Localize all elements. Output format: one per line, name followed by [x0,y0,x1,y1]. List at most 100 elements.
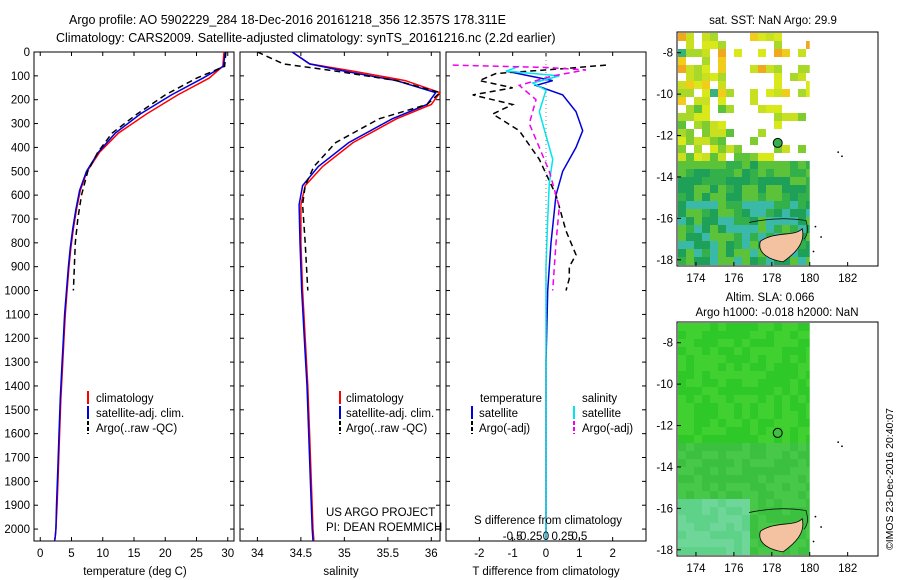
map-cell [694,49,702,57]
map-cell [678,225,686,233]
map-cell [686,177,694,185]
map-cell [726,355,734,363]
map-cell [734,249,742,257]
map-cell [766,547,774,555]
map-cell [734,257,742,265]
map-cell [766,177,774,185]
map-cell [774,499,782,507]
map-cell [774,475,782,483]
map-cell [734,145,742,153]
map-cell [686,467,694,475]
map-cell [774,379,782,387]
y-tick-label: -8 [663,48,673,60]
map-cell [694,185,702,193]
land-shape [759,517,804,553]
s-tick-label: -0.5 [503,531,523,543]
sst-map-panel: 174 176 178 180 182 -8 -10 -12 -14 -16 -18 [656,31,879,285]
map-cell [742,531,750,539]
map-cell [734,419,742,427]
map-cell [710,347,718,355]
map-cell [702,427,710,435]
x-tick-label: 2 [609,548,615,560]
map-cell [694,153,702,161]
map-cell [798,475,806,483]
map-cell [678,547,686,555]
map-cell [782,459,790,467]
map-cell [718,177,726,185]
map-cell [766,483,774,491]
map-cell [686,217,694,225]
map-cell [718,193,726,201]
map-cell [798,499,806,507]
map-cell [750,257,758,265]
map-cell [774,161,782,169]
map-cell [702,89,710,97]
map-cell [694,137,702,145]
map-cell [806,483,810,491]
map-cell [806,89,810,97]
map-cell [702,257,710,265]
map-cell [710,387,718,395]
map-cell [702,419,710,427]
map-cell [758,209,766,217]
map-cell [782,451,790,459]
map-cell [734,323,742,331]
map-cell [758,387,766,395]
map-cell [694,387,702,395]
y-tick-label: 1300 [4,357,30,369]
map-cell [798,355,806,363]
map-cell [806,217,810,225]
map-cell [718,339,726,347]
y-tick-label: 800 [11,238,30,250]
map-cell [782,515,790,523]
map-cell [766,331,774,339]
map-cell [726,225,734,233]
map-cell [678,347,686,355]
map-cell [790,331,798,339]
y-tick-label: 600 [11,190,30,202]
map-cell [694,443,702,451]
map-cell [790,355,798,363]
map-cell [726,499,734,507]
map-cell [806,65,810,73]
map-cell [710,523,718,531]
s-tick-label: 0.5 [571,531,587,543]
map-cell [758,217,766,225]
map-cell [678,177,686,185]
map-cell [718,241,726,249]
map-cell [742,363,750,371]
map-cell [758,185,766,193]
map-cell [758,105,766,113]
map-cell [710,547,718,555]
map-cell [702,97,710,105]
map-cell [678,185,686,193]
map-cell [758,539,766,547]
map-cell [750,467,758,475]
map-cell [766,65,774,73]
map-cell [742,403,750,411]
land-shape [759,227,804,263]
map-cell [694,395,702,403]
map-cell [766,467,774,475]
map-cell [774,483,782,491]
map-cell [750,483,758,491]
map-cell [806,331,810,339]
map-cell [758,419,766,427]
map-cell [806,539,810,547]
map-cell [710,491,718,499]
map-cell [734,531,742,539]
map-cell [702,363,710,371]
map-cell [742,491,750,499]
map-cell [742,483,750,491]
island-dot [837,441,840,444]
map-cell [686,331,694,339]
map-cell [790,323,798,331]
map-cell [686,347,694,355]
map-cell [694,113,702,121]
map-cell [790,169,798,177]
map-cell [750,419,758,427]
map-cell [750,387,758,395]
map-cell [694,419,702,427]
map-cell [806,531,810,539]
map-cell [758,201,766,209]
